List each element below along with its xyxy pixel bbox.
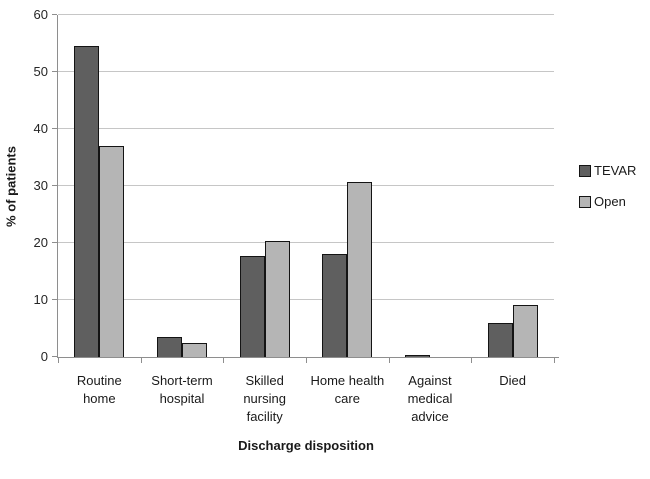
bar-tevar-routine-home: [74, 46, 100, 357]
y-tick-mark-40: [52, 128, 57, 129]
y-tick-mark-0: [52, 356, 57, 357]
x-axis-title: Discharge disposition: [238, 438, 374, 453]
bar-tevar-skilled-nursing-facility: [239, 256, 265, 357]
bar-open-skilled-nursing-facility: [264, 241, 290, 357]
x-category-label-home-health-care: Home health care: [310, 373, 385, 406]
gridline-40: [58, 128, 554, 129]
x-category-label-skilled-nursing-facility: Skilled nursing facility: [243, 373, 286, 424]
bar-tevar-died: [487, 323, 513, 357]
bar-open-home-health-care: [347, 182, 373, 357]
gridline-10: [58, 299, 554, 300]
y-axis-line: [57, 15, 58, 357]
x-tick-mark-3: [306, 358, 307, 363]
x-tick-mark-6: [554, 358, 555, 363]
gridline-50: [58, 71, 554, 72]
y-tick-mark-30: [52, 185, 57, 186]
bar-tevar-home-health-care: [322, 254, 348, 357]
x-category-label-routine-home: Routine home: [76, 373, 122, 406]
legend-item-tevar: TEVAR: [579, 163, 636, 178]
y-tick-label-40: 40: [33, 121, 48, 136]
bar-tevar-short-term-hospital: [157, 337, 182, 357]
y-tick-mark-10: [52, 299, 57, 300]
x-tick-mark-4: [389, 358, 390, 363]
y-tick-label-50: 50: [33, 64, 48, 79]
legend-swatch-open: [579, 195, 591, 208]
y-tick-label-0: 0: [40, 349, 48, 364]
gridline-20: [58, 242, 554, 243]
bar-open-routine-home: [99, 146, 125, 357]
bar-open-died: [512, 305, 538, 357]
x-category-label-died: Died: [499, 373, 527, 388]
gridline-60: [58, 14, 554, 15]
legend-swatch-tevar: [579, 164, 591, 177]
x-tick-mark-1: [141, 358, 142, 363]
y-tick-mark-60: [52, 14, 57, 15]
bar-open-short-term-hospital: [182, 343, 207, 357]
plot-area: [52, 14, 559, 363]
legend-item-open: Open: [579, 194, 636, 209]
x-tick-mark-5: [471, 358, 472, 363]
x-category-label-against-medical-advice: Against medical advice: [407, 373, 453, 424]
y-tick-label-60: 60: [33, 7, 48, 22]
x-tick-mark-0: [58, 358, 59, 363]
y-tick-label-10: 10: [33, 292, 48, 307]
x-axis-line: [57, 357, 559, 358]
legend-label-open: Open: [594, 194, 626, 209]
y-tick-label-20: 20: [33, 235, 48, 250]
x-category-label-short-term-hospital: Short-term hospital: [151, 373, 213, 406]
bar-tevar-against-medical-advice: [405, 355, 430, 357]
y-tick-label-30: 30: [33, 178, 48, 193]
legend: TEVAR Open: [579, 163, 636, 225]
x-tick-mark-2: [223, 358, 224, 363]
legend-label-tevar: TEVAR: [594, 163, 637, 178]
y-tick-mark-50: [52, 71, 57, 72]
y-tick-mark-20: [52, 242, 57, 243]
gridline-30: [58, 185, 554, 186]
